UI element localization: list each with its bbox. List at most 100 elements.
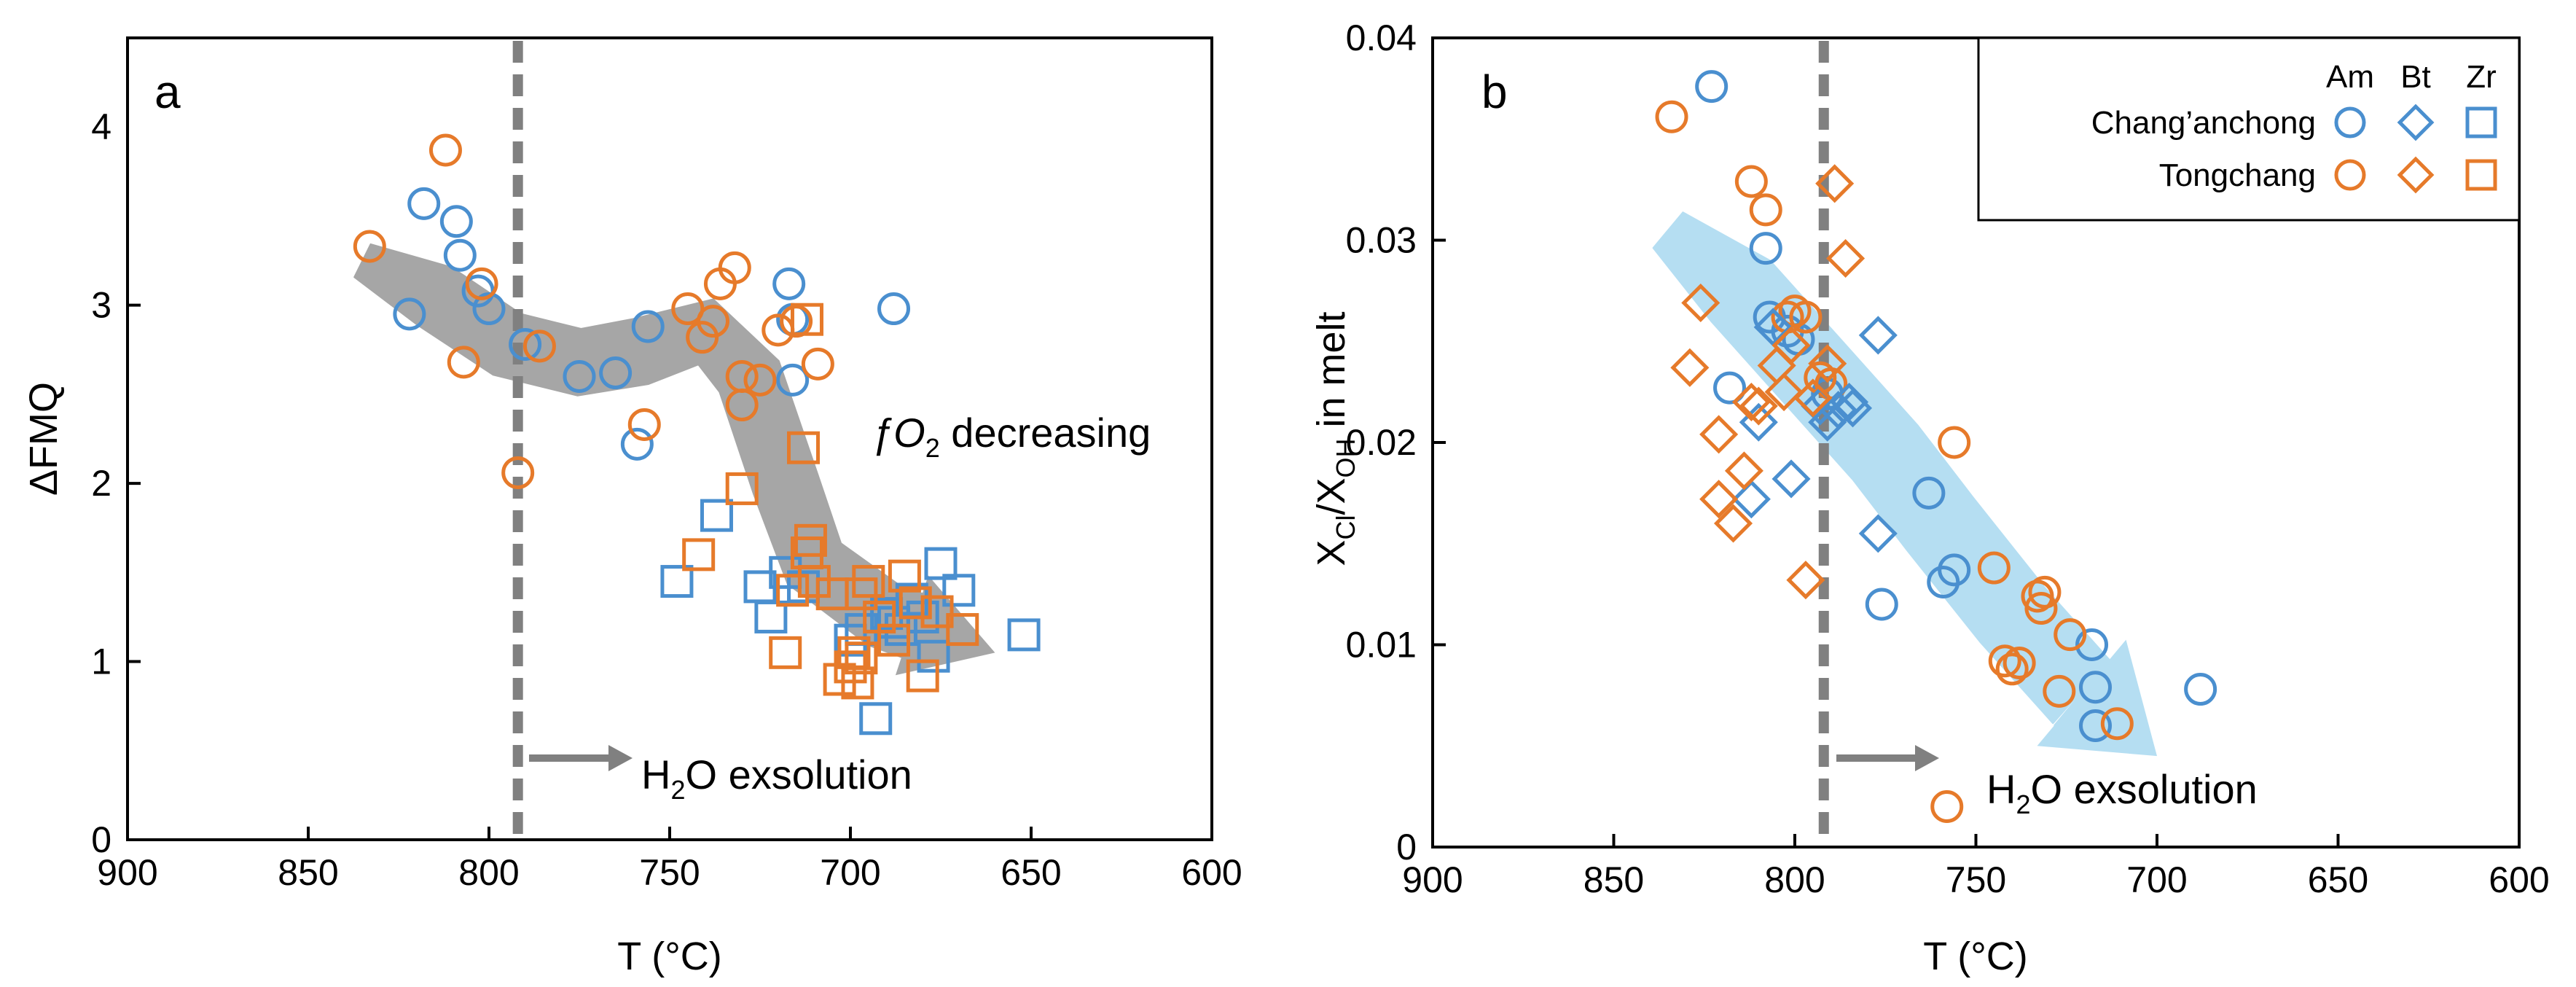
legend-col-bt: Bt [2400, 59, 2431, 95]
point-a-s2-1 [700, 499, 733, 532]
point-b-s3-7 [1739, 386, 1778, 426]
point-a-s1-17 [801, 347, 834, 381]
point-a-s0-2 [439, 205, 473, 238]
point-b-s2-8 [1833, 389, 1873, 428]
point-a-s3-23 [769, 636, 802, 669]
point-b-s1-0 [1655, 100, 1688, 133]
point-a-s3-17 [877, 623, 911, 657]
point-a-s0-8 [599, 356, 633, 390]
point-b-s1-16 [2028, 575, 2062, 609]
point-b-s3-11 [1786, 561, 1825, 600]
ylabel-main-b: X [1309, 540, 1353, 566]
x-tick-label-b-2: 800 [1764, 859, 1825, 900]
y-tick-label-a-4: 4 [91, 106, 111, 147]
legend-marker-1-diamond [2397, 156, 2435, 194]
point-b-s3-3 [1699, 480, 1739, 519]
points-a [353, 133, 1041, 736]
point-b-s0-2 [1749, 232, 1782, 265]
point-a-s1-5 [522, 329, 556, 363]
trend-arrow-b-head [2037, 639, 2157, 757]
point-b-s0-12 [2079, 671, 2113, 704]
point-b-s0-11 [2075, 628, 2109, 661]
y-tick-label-b-2: 0.02 [1346, 422, 1417, 463]
legend-marker-0-circle [2334, 106, 2366, 139]
point-b-s1-19 [2100, 707, 2134, 741]
point-a-s1-9 [697, 305, 730, 338]
trend-arrow-b [1652, 211, 2157, 757]
point-b-s0-10 [1938, 553, 1971, 587]
y-tick-label-a-0: 0 [91, 819, 111, 860]
point-b-s0-0 [1695, 70, 1729, 104]
y-axis-title-b: XCl/XOH in melt [1309, 311, 1361, 566]
y-ticks-a: 0 1 2 3 4 [91, 106, 141, 860]
point-b-s3-0 [1670, 348, 1710, 387]
h2o-annotation-b: H2O exsolution [1986, 766, 2258, 819]
point-b-s1-9 [1938, 426, 1971, 459]
point-b-s1-2 [1749, 193, 1782, 227]
point-a-s1-14 [743, 363, 777, 397]
legend-marker-1-circle [2334, 159, 2366, 191]
h2o-arrow-b [1836, 745, 1939, 771]
x-tick-label-a-3: 750 [639, 852, 700, 893]
point-a-s0-0 [393, 297, 426, 331]
panel-label-a: a [154, 66, 181, 118]
y-tick-label-b-1: 0.01 [1346, 625, 1417, 666]
point-a-s3-21 [920, 595, 954, 628]
point-a-s3-14 [845, 577, 878, 611]
y-tick-label-b-4: 0.04 [1346, 17, 1417, 58]
point-a-s2-8 [859, 702, 893, 736]
point-b-s1-13 [2003, 646, 2036, 679]
point-a-s2-17 [1007, 618, 1041, 652]
point-b-s1-5 [1789, 300, 1823, 334]
point-a-s0-1 [407, 187, 441, 220]
point-a-s0-3 [443, 238, 477, 272]
point-b-s3-13 [1808, 344, 1847, 383]
point-a-s2-3 [754, 600, 788, 633]
legend-col-am: Am [2326, 59, 2374, 95]
point-b-s2-3 [1772, 459, 1811, 499]
h2o-sub-b: 2 [2016, 789, 2030, 819]
x-axis-title-b: T (°C) [1923, 935, 2028, 978]
x-tick-label-b-0: 900 [1402, 859, 1463, 900]
point-a-s0-7 [563, 359, 596, 393]
point-a-s3-6 [794, 523, 827, 557]
x-tick-label-a-6: 600 [1181, 852, 1242, 893]
point-a-s3-7 [797, 565, 831, 598]
ylabel-tail-b: in melt [1309, 311, 1353, 438]
point-b-s2-5 [1808, 402, 1847, 442]
point-a-s1-4 [501, 456, 535, 489]
point-a-s3-1 [725, 472, 759, 505]
x-tick-label-b-3: 750 [1946, 859, 2006, 900]
x-tick-label-a-4: 700 [820, 852, 880, 893]
legend-marker-0-square [2465, 106, 2497, 139]
point-a-s1-8 [686, 321, 719, 354]
point-b-s3-2 [1699, 415, 1739, 454]
h2o-prefix-a: H [641, 752, 670, 797]
legend-col-zr: Zr [2466, 59, 2497, 95]
fo2-annotation: ƒO2 decreasing [871, 410, 1151, 463]
ylabel-sub2-b: OH [1331, 439, 1361, 478]
point-b-s0-1 [1713, 371, 1747, 405]
y-tick-label-b-3: 0.03 [1346, 220, 1417, 261]
point-b-s3-6 [1731, 382, 1771, 422]
point-b-s1-11 [1988, 644, 2021, 678]
point-a-s1-0 [353, 230, 386, 263]
point-b-s3-12 [1793, 378, 1833, 418]
point-a-s2-15 [924, 547, 958, 580]
point-b-s1-17 [2043, 674, 2076, 708]
point-b-s3-5 [1724, 451, 1763, 491]
h2o-prefix-b: H [1986, 766, 2016, 812]
point-a-s3-20 [906, 659, 939, 693]
point-b-s2-2 [1753, 308, 1793, 347]
point-a-s1-3 [465, 267, 498, 300]
point-b-s3-14 [1815, 164, 1855, 203]
h2o-annotation-a: H2O exsolution [641, 752, 912, 805]
point-b-s0-14 [2184, 673, 2217, 706]
fo2-suffix: decreasing [940, 410, 1151, 456]
x-ticks-b: 900 850 800 750 700 650 600 [1402, 834, 2550, 900]
point-a-s3-15 [852, 565, 885, 598]
points-b [1655, 70, 2217, 823]
legend-marker-1-square [2465, 159, 2497, 191]
point-b-s3-9 [1764, 372, 1804, 412]
point-a-s2-12 [895, 582, 928, 616]
